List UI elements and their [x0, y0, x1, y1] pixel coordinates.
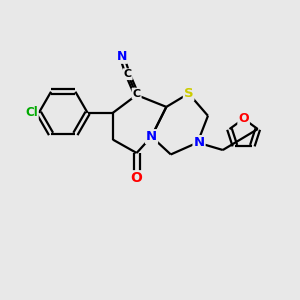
Text: S: S: [184, 87, 194, 100]
Text: C: C: [133, 88, 141, 98]
Text: N: N: [194, 136, 205, 149]
Text: Cl: Cl: [25, 106, 38, 119]
Text: O: O: [238, 112, 249, 125]
Text: C: C: [124, 69, 132, 79]
Text: N: N: [117, 50, 127, 63]
Text: N: N: [146, 130, 157, 143]
Text: O: O: [131, 171, 142, 185]
